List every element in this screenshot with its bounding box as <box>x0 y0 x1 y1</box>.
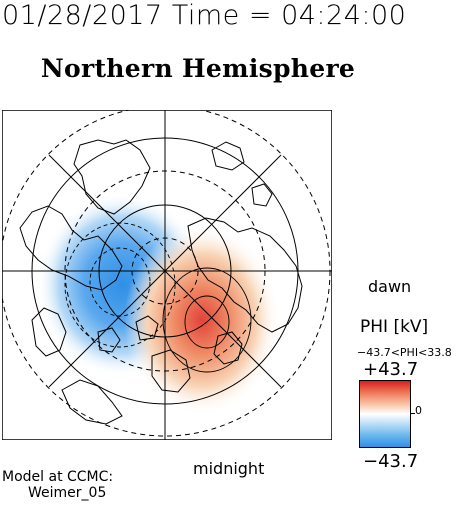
plot-title: Northern Hemisphere <box>40 54 356 83</box>
coastlines <box>19 139 303 425</box>
midnight-label: midnight <box>193 459 265 478</box>
meridian-lines <box>2 110 332 440</box>
colorbar-max-label: +43.7 <box>363 359 419 380</box>
potential-contours <box>64 222 252 373</box>
model-credit-line1: Model at CCMC: <box>2 469 114 485</box>
colorbar <box>359 380 411 448</box>
colorbar-range: −43.7<PHI<33.8 <box>357 346 452 359</box>
colorbar-zero-tick <box>410 413 415 414</box>
colorbar-min-label: −43.7 <box>363 451 419 472</box>
date-time-header: 01/28/2017 Time = 04:24:00 <box>2 0 407 31</box>
model-credit-line2: Weimer_05 <box>28 485 107 501</box>
colorbar-title: PHI [kV] <box>360 317 429 337</box>
dawn-label: dawn <box>368 277 412 296</box>
polar-map <box>0 105 333 441</box>
colorbar-zero-label: 0 <box>415 404 422 417</box>
polar-map-svg <box>0 105 333 441</box>
